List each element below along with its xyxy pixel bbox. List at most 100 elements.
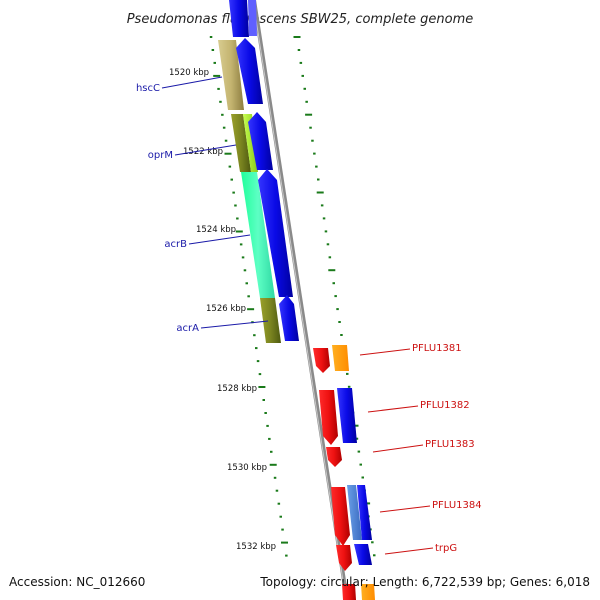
feature-acrA-cog[interactable] [260, 298, 281, 343]
major-tick [328, 269, 336, 272]
minor-tick [361, 476, 364, 479]
minor-tick [317, 178, 320, 181]
minor-tick [313, 152, 316, 155]
minor-tick [256, 360, 260, 363]
minor-tick [336, 308, 339, 311]
gene-label-text: PFLU1381 [412, 343, 462, 354]
minor-tick [359, 463, 362, 466]
minor-tick [232, 191, 235, 194]
minor-tick [270, 450, 273, 453]
minor-tick [332, 282, 335, 285]
minor-tick [213, 61, 216, 64]
gene-label-oprM[interactable]: oprM [148, 144, 237, 161]
scale-ticks-left [209, 36, 288, 557]
gene-label-acrB[interactable]: acrB [164, 234, 251, 250]
minor-tick [239, 243, 243, 246]
gene-label-hscC[interactable]: hscC [136, 76, 223, 94]
minor-tick [264, 412, 267, 414]
major-tick [258, 386, 266, 388]
minor-tick [297, 49, 301, 51]
accession-text: Accession: NC_012660 [9, 575, 145, 589]
minor-tick [255, 347, 258, 350]
gene-label-PFLU1381[interactable]: PFLU1381 [359, 343, 462, 356]
minor-tick [322, 217, 326, 220]
minor-tick [230, 178, 233, 181]
minor-tick [221, 113, 224, 116]
minor-tick [273, 476, 277, 479]
gene-label-PFLU1383[interactable]: PFLU1383 [372, 439, 475, 453]
minor-tick [301, 74, 304, 77]
minor-tick [258, 373, 262, 376]
minor-tick [309, 126, 312, 129]
major-tick [316, 191, 324, 194]
gene-label-trpG[interactable]: trpG [384, 543, 457, 555]
major-tick [269, 463, 277, 466]
minor-tick [266, 424, 269, 427]
cds-PFLU1383-arrow[interactable] [326, 447, 342, 467]
minor-tick [334, 295, 337, 298]
major-tick [247, 308, 255, 311]
minor-tick [228, 165, 232, 168]
minor-tick [234, 204, 237, 207]
minor-tick [338, 321, 341, 323]
cds-acrB-arrow[interactable] [258, 169, 293, 297]
minor-tick [279, 515, 282, 518]
feature-acrB-cog[interactable] [241, 172, 275, 298]
minor-tick [281, 528, 284, 531]
gene-label-acrA[interactable]: acrA [176, 320, 269, 334]
major-tick [213, 74, 221, 77]
kbp-label: 1530 kbp [227, 463, 267, 473]
minor-tick [303, 87, 306, 90]
minor-tick [245, 282, 248, 285]
major-tick [305, 113, 313, 116]
minor-tick [346, 372, 349, 375]
cds-acrA-arrow[interactable] [279, 295, 299, 341]
gene-label-PFLU1382[interactable]: PFLU1382 [367, 400, 470, 413]
minor-tick [324, 230, 328, 233]
kbp-label: 1526 kbp [206, 304, 246, 314]
cds-trpG-arrow[interactable] [336, 544, 372, 571]
gene-label-PFLU1384[interactable]: PFLU1384 [379, 500, 482, 513]
major-tick [281, 541, 288, 544]
major-tick [235, 230, 243, 233]
gene-label-text: oprM [148, 150, 173, 161]
cds-oprM-arrow[interactable] [248, 112, 273, 170]
minor-tick [299, 61, 303, 64]
minor-tick [211, 49, 215, 51]
minor-tick [219, 100, 222, 103]
cds-PFLU1382-arrow[interactable] [319, 388, 357, 445]
minor-tick [326, 243, 330, 246]
gene-label-text: trpG [435, 543, 457, 554]
minor-tick [268, 437, 271, 440]
minor-tick [262, 399, 265, 401]
minor-tick [305, 100, 308, 103]
minor-tick [275, 489, 279, 492]
cds-hscC-arrow[interactable] [236, 38, 263, 104]
kbp-label: 1520 kbp [169, 68, 209, 78]
cds-PFLU1381-arrow[interactable] [313, 345, 349, 373]
scale-ticks-right [293, 36, 376, 557]
minor-tick [209, 36, 213, 38]
minor-tick [277, 502, 281, 505]
gene-label-text: PFLU1383 [425, 439, 475, 450]
feature-bottom-stub[interactable] [342, 584, 375, 600]
kbp-label: 1528 kbp [217, 384, 257, 394]
gene-label-text: PFLU1382 [420, 400, 470, 411]
minor-tick [247, 295, 250, 298]
major-tick [293, 36, 301, 38]
minor-tick [253, 334, 256, 337]
minor-tick [357, 450, 361, 453]
feature-hscC-cog[interactable] [218, 40, 244, 110]
map-title: Pseudomonas fluorescens SBW25, complete … [127, 12, 474, 27]
gene-label-text: PFLU1384 [432, 500, 482, 511]
minor-tick [241, 256, 245, 259]
feature-oprM-cog[interactable] [231, 114, 258, 172]
feature-top-stub[interactable] [229, 0, 257, 37]
kbp-label: 1532 kbp [236, 542, 276, 552]
minor-tick [222, 126, 226, 129]
minor-tick [373, 554, 376, 557]
cds-PFLU1384-arrow[interactable] [331, 485, 372, 546]
minor-tick [320, 204, 324, 207]
minor-tick [311, 139, 314, 142]
